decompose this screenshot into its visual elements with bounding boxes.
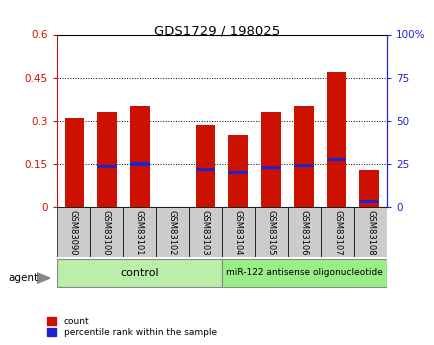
Bar: [221, 207, 254, 257]
Text: agent: agent: [9, 273, 39, 283]
Text: GSM83101: GSM83101: [135, 209, 143, 255]
Bar: [130, 162, 149, 166]
Bar: [260, 112, 280, 207]
Bar: [122, 207, 155, 257]
Text: GSM83103: GSM83103: [201, 209, 209, 255]
Bar: [195, 125, 215, 207]
Bar: [188, 207, 221, 257]
Bar: [260, 166, 280, 169]
Bar: [130, 106, 149, 207]
Bar: [358, 199, 378, 203]
Bar: [228, 171, 247, 174]
Bar: [56, 207, 89, 257]
Bar: [97, 112, 117, 207]
Text: GSM83106: GSM83106: [299, 209, 308, 255]
Text: GSM83107: GSM83107: [332, 209, 341, 255]
Text: control: control: [120, 268, 158, 277]
Text: GSM83100: GSM83100: [102, 209, 110, 255]
Bar: [65, 118, 84, 207]
Bar: [293, 164, 313, 167]
Polygon shape: [37, 273, 50, 283]
Bar: [228, 135, 247, 207]
Text: GSM83104: GSM83104: [233, 209, 242, 255]
Bar: [221, 259, 386, 286]
Bar: [326, 72, 345, 207]
Legend: count, percentile rank within the sample: count, percentile rank within the sample: [43, 314, 220, 341]
Bar: [287, 207, 320, 257]
Bar: [358, 170, 378, 207]
Text: GDS1729 / 198025: GDS1729 / 198025: [154, 24, 280, 37]
Bar: [56, 259, 221, 286]
Bar: [353, 207, 386, 257]
Text: miR-122 antisense oligonucleotide: miR-122 antisense oligonucleotide: [226, 268, 382, 277]
Bar: [320, 207, 353, 257]
Text: GSM83105: GSM83105: [266, 209, 275, 255]
Bar: [97, 165, 117, 168]
Text: GSM83102: GSM83102: [168, 209, 176, 255]
Bar: [195, 168, 215, 171]
Bar: [326, 158, 345, 161]
Bar: [293, 106, 313, 207]
Bar: [89, 207, 122, 257]
Bar: [254, 207, 287, 257]
Text: GSM83108: GSM83108: [365, 209, 374, 255]
Bar: [155, 207, 188, 257]
Text: GSM83090: GSM83090: [69, 209, 77, 255]
